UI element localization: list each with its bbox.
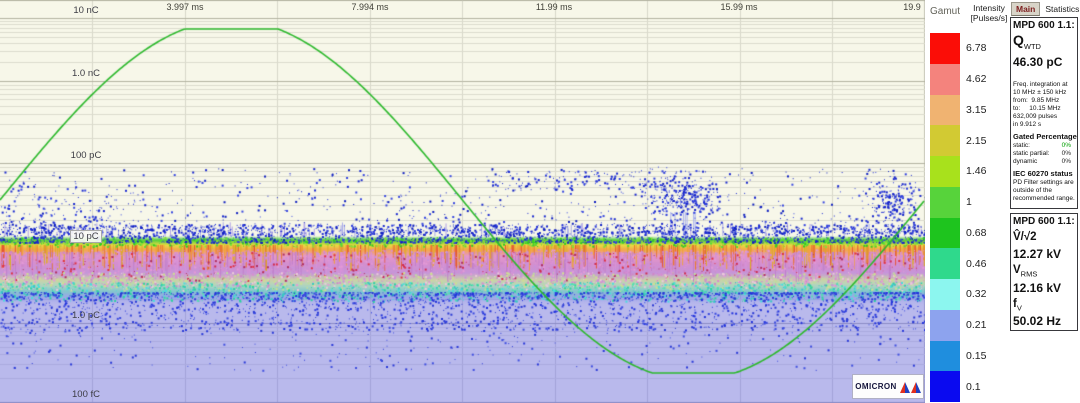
gamut-color-segment [930, 156, 960, 187]
tab-main[interactable]: Main [1011, 1, 1041, 16]
gamut-color-segment [930, 94, 960, 126]
gamut-color-segment [930, 217, 960, 249]
gamut-level-value: 0.15 [966, 349, 987, 362]
device-title: MPD 600 1.1: [1013, 216, 1075, 227]
time-tick-label: 15.99 ms [720, 2, 758, 12]
time-tick-label: 19.9 [903, 2, 921, 12]
charge-tick-label: 100 fC [56, 389, 116, 400]
gamut-color-segment [930, 309, 960, 341]
charge-tick-text: 1.0 nC [72, 68, 100, 79]
iec-status-text: PD Filter settings are outside of the re… [1013, 178, 1075, 202]
vrms-value: 12.16 kV [1013, 280, 1062, 295]
gamut-level-value: 6.78 [966, 42, 987, 55]
gamut-level-value: 0.1 [966, 380, 981, 393]
omicron-logo-text: OMICRON [855, 382, 897, 391]
omicron-logo: OMICRON [852, 374, 924, 399]
gamut-color-segment [930, 125, 960, 156]
gamut-color-segment [930, 33, 960, 64]
pd-pattern-plot: 3.997 ms 7.994 ms 11.99 ms 15.99 ms 19.9 10 … [0, 0, 925, 403]
freq-integration-info: Freq. integration at 10 MHz ± 150 kHz fr… [1013, 81, 1075, 129]
freq-line: in 9.912 s [1013, 120, 1042, 128]
charge-tick-text: 10 nC [73, 5, 99, 16]
gamut-level-value: 1.46 [966, 165, 987, 178]
intensity-axis-label: Intensity [Pulses/s] [968, 3, 1010, 23]
charge-tick-label: 10 nC [56, 5, 116, 16]
freq-line: 632,009 pulses [1013, 112, 1058, 120]
vpeak-label: V̂/√2 [1013, 231, 1037, 243]
measurement-box-charge: MPD 600 1.1: QWTD 46.30 pC Freq. integra… [1010, 17, 1078, 209]
gamut-level-value: 3.15 [966, 103, 987, 116]
charge-tick-text: 10 pC [70, 230, 102, 243]
freq-line: from: 9.85 MHz [1013, 96, 1060, 104]
panel-tab-bar: Main Statistics [1011, 1, 1079, 16]
gated-row-static: static: 0% [1013, 141, 1071, 149]
gamut-color-segment [930, 186, 960, 218]
iec-status-title: IEC 60270 status [1013, 168, 1073, 178]
frequency-label: fV [1013, 297, 1022, 312]
gated-row-dynamic: dynamic 0% [1013, 157, 1071, 165]
measurement-box-voltage: MPD 600 1.1: V̂/√2 12.27 kV VRMS 12.16 k… [1010, 213, 1078, 331]
gamut-color-segment [930, 371, 960, 402]
tab-statistics[interactable]: Statistics [1045, 3, 1080, 14]
omicron-logo-mark [899, 381, 921, 393]
time-tick-label: 3.997 ms [166, 2, 204, 12]
qwtd-label: QWTD [1013, 32, 1041, 51]
gamut-level-value: 2.15 [966, 134, 987, 147]
vrms-label: VRMS [1013, 264, 1038, 279]
device-title: MPD 600 1.1: [1013, 20, 1075, 31]
freq-line: Freq. integration at [1013, 80, 1068, 88]
gamut-color-segment [930, 279, 960, 310]
freq-line: to: 10.15 MHz [1013, 104, 1061, 112]
vpeak-value: 12.27 kV [1013, 247, 1062, 262]
gated-row-static-partial: static partial: 0% [1013, 149, 1071, 157]
frequency-value: 50.02 Hz [1013, 313, 1062, 328]
gamut-level-value: 1 [966, 196, 972, 209]
gated-percentage-title: Gated Percentage [1013, 131, 1077, 141]
gamut-color-segment [930, 248, 960, 279]
gamut-label: Gamut [929, 6, 960, 17]
charge-tick-text: 1.0 pC [72, 310, 100, 321]
charge-tick-label: 1.0 pC [56, 310, 116, 321]
charge-tick-label: 10 pC [56, 230, 116, 243]
gamut-level-value: 0.46 [966, 257, 987, 270]
time-tick-label: 11.99 ms [535, 2, 573, 12]
freq-line: 10 MHz ± 150 kHz [1013, 88, 1067, 96]
charge-tick-label: 1.0 nC [56, 68, 116, 79]
charge-tick-text: 100 pC [70, 150, 102, 161]
charge-tick-text: 100 fC [72, 389, 100, 400]
charge-tick-label: 100 pC [56, 150, 116, 161]
gamut-level-value: 4.62 [966, 73, 987, 86]
gamut-level-value: 0.21 [966, 319, 987, 332]
qwtd-value: 46.30 pC [1013, 54, 1063, 69]
time-tick-label: 7.994 ms [351, 2, 389, 12]
gamut-color-segment [930, 63, 960, 95]
intensity-axis-label-line2: [Pulses/s] [970, 13, 1008, 23]
gamut-level-value: 0.68 [966, 226, 987, 239]
gamut-color-segment [930, 340, 960, 372]
gamut-level-value: 0.32 [966, 288, 987, 301]
pd-pattern-canvas [0, 0, 925, 403]
intensity-axis-label-line1: Intensity [973, 3, 1005, 13]
